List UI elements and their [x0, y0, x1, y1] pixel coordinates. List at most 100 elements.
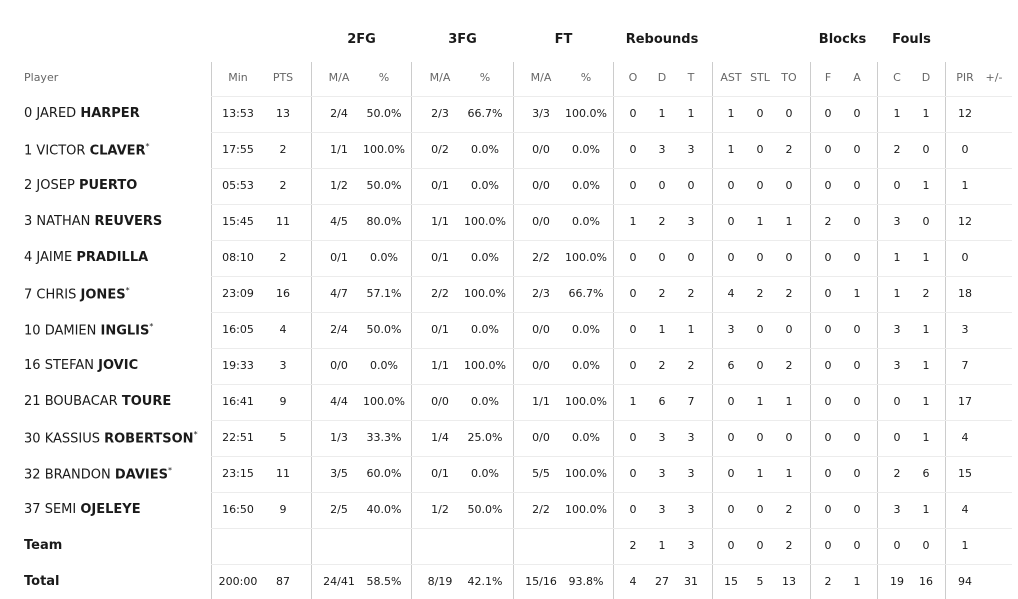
column-divider: [810, 62, 811, 599]
stat-cell: 19:33: [222, 359, 254, 372]
stat-cell: 0.0%: [471, 143, 499, 156]
stat-cell: 0/2: [431, 143, 449, 156]
stat-cell: 2: [785, 143, 793, 156]
player-name: 4 JAIME PRADILLA: [24, 250, 148, 265]
stat-cell: 0: [756, 143, 764, 156]
stat-cell: 3: [658, 431, 666, 444]
stat-cell: 4/5: [330, 215, 348, 228]
stat-cell: 0: [629, 107, 637, 120]
stat-cell: 4: [629, 575, 637, 588]
row-divider: [211, 528, 1012, 529]
stat-cell: 87: [276, 575, 290, 588]
stat-cell: 0: [824, 287, 832, 300]
stat-cell: 3: [687, 503, 695, 516]
stat-cell: 16:05: [222, 323, 254, 336]
stat-cell: 1/1: [532, 395, 550, 408]
last-name: TOURE: [121, 394, 172, 409]
stat-cell: 0/0: [532, 323, 550, 336]
column-divider: [513, 62, 514, 599]
row-divider: [211, 564, 1012, 565]
stat-cell: 0.0%: [370, 359, 398, 372]
stat-cell: 9: [279, 503, 287, 516]
stat-cell: 66.7%: [568, 287, 604, 300]
stat-cell: 13: [276, 107, 290, 120]
last-name: PUERTO: [78, 178, 138, 193]
stat-cell: 0: [824, 107, 832, 120]
stat-cell: 0.0%: [572, 215, 600, 228]
row-label: Total: [24, 574, 60, 589]
stat-cell: 0: [727, 215, 735, 228]
stat-cell: 3/3: [532, 107, 550, 120]
stat-cell: 7: [961, 359, 969, 372]
stat-cell: 0: [658, 179, 666, 192]
stat-cell: 1: [785, 467, 793, 480]
stat-cell: 0: [824, 143, 832, 156]
stat-cell: 0.0%: [471, 179, 499, 192]
row-divider: [211, 276, 1012, 277]
stat-cell: 50.0%: [366, 323, 402, 336]
stat-cell: 100.0%: [565, 467, 607, 480]
stat-cell: 4/4: [330, 395, 348, 408]
stat-cell: 100.0%: [464, 215, 506, 228]
stat-cell: 0: [658, 251, 666, 264]
stat-cell: 1: [658, 323, 666, 336]
stat-cell: 2: [279, 143, 287, 156]
stat-cell: 17: [958, 395, 972, 408]
stat-cell: 0: [824, 467, 832, 480]
stat-cell: 0/1: [431, 251, 449, 264]
column-header: D: [657, 71, 667, 84]
stat-cell: 0/0: [532, 215, 550, 228]
stat-cell: 0: [853, 143, 861, 156]
stat-cell: 6: [727, 359, 735, 372]
stat-cell: 0/1: [431, 323, 449, 336]
stat-cell: 2: [687, 287, 695, 300]
starter-marker: *: [145, 142, 150, 151]
stat-cell: 5/5: [532, 467, 550, 480]
stat-cell: 0: [727, 431, 735, 444]
stat-cell: 0: [687, 179, 695, 192]
stat-cell: 4: [279, 323, 287, 336]
stat-cell: 0/0: [532, 359, 550, 372]
player-name: 2 JOSEP PUERTO: [24, 178, 137, 193]
player-name: 30 KASSIUS ROBERTSON*: [24, 430, 198, 446]
stat-cell: 16: [919, 575, 933, 588]
stat-cell: 0: [727, 251, 735, 264]
stat-cell: 1: [922, 503, 930, 516]
stat-cell: 0.0%: [572, 323, 600, 336]
stat-cell: 0.0%: [572, 431, 600, 444]
row-divider: [211, 348, 1012, 349]
stat-cell: 0: [629, 503, 637, 516]
stat-cell: 4: [961, 503, 969, 516]
stat-cell: 0: [727, 503, 735, 516]
stat-cell: 2: [279, 251, 287, 264]
stat-cell: 16: [276, 287, 290, 300]
stat-cell: 0: [824, 323, 832, 336]
stat-cell: 11: [276, 215, 290, 228]
stat-cell: 6: [922, 467, 930, 480]
column-header: O: [628, 71, 638, 84]
stat-cell: 13: [782, 575, 796, 588]
stat-cell: 13:53: [222, 107, 254, 120]
first-name: CHRIS: [36, 287, 77, 303]
stat-cell: 3: [893, 323, 901, 336]
stat-cell: 1: [629, 215, 637, 228]
stat-cell: 2: [279, 179, 287, 192]
stat-cell: 3/5: [330, 467, 348, 480]
stat-cell: 0: [756, 179, 764, 192]
stat-cell: 0: [893, 431, 901, 444]
stat-cell: 57.1%: [366, 287, 402, 300]
player-name: 1 VICTOR CLAVER*: [24, 142, 150, 158]
column-header: D: [921, 71, 931, 84]
column-header: F: [824, 71, 832, 84]
row-divider: [211, 384, 1012, 385]
stat-cell: 25.0%: [467, 431, 503, 444]
column-header: %: [479, 71, 491, 84]
last-name: ROBERTSON: [104, 431, 194, 447]
last-name: CLAVER: [89, 143, 146, 159]
stat-cell: 0.0%: [572, 143, 600, 156]
stat-cell: 16:50: [222, 503, 254, 516]
stat-cell: 0: [785, 251, 793, 264]
stat-cell: 3: [658, 503, 666, 516]
stat-cell: 1: [922, 251, 930, 264]
stat-cell: 0/1: [330, 251, 348, 264]
